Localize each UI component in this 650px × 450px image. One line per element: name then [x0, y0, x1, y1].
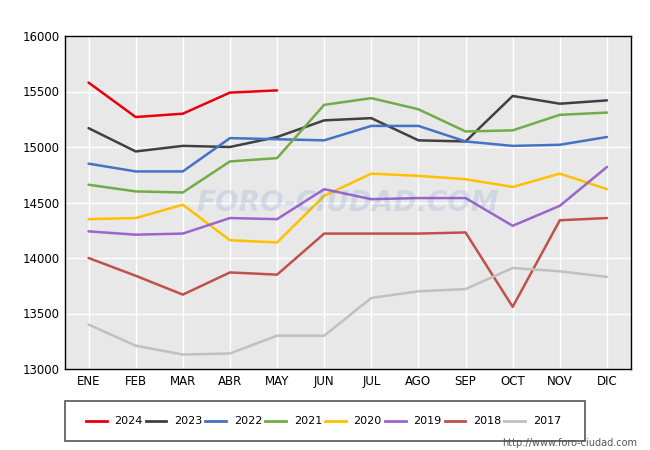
Text: 2018: 2018 [473, 416, 501, 426]
Text: 2023: 2023 [174, 416, 202, 426]
Text: 2017: 2017 [533, 416, 561, 426]
Text: 2024: 2024 [114, 416, 143, 426]
Text: FORO-CIUDAD.COM: FORO-CIUDAD.COM [196, 189, 499, 216]
Text: 2022: 2022 [234, 416, 263, 426]
Text: 2019: 2019 [413, 416, 441, 426]
Text: Afiliados en Camargo a 31/5/2024: Afiliados en Camargo a 31/5/2024 [177, 7, 473, 25]
Text: http://www.foro-ciudad.com: http://www.foro-ciudad.com [502, 438, 637, 448]
Text: 2020: 2020 [354, 416, 382, 426]
Text: 2021: 2021 [294, 416, 322, 426]
